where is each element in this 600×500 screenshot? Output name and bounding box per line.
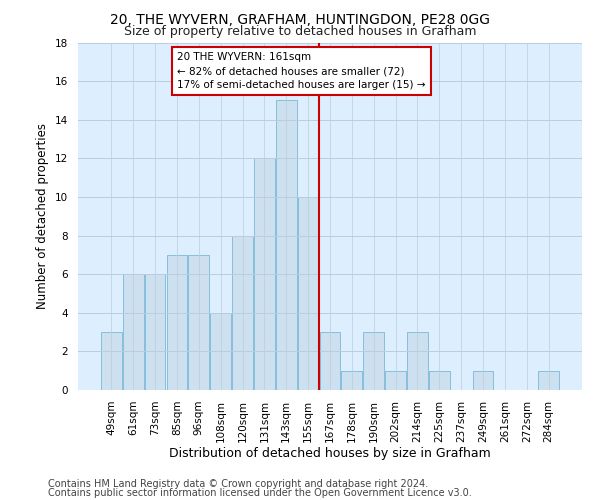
Text: Size of property relative to detached houses in Grafham: Size of property relative to detached ho… <box>124 25 476 38</box>
Bar <box>538 370 559 390</box>
Bar <box>320 332 340 390</box>
Text: Contains public sector information licensed under the Open Government Licence v3: Contains public sector information licen… <box>48 488 472 498</box>
Bar <box>232 236 253 390</box>
Text: Contains HM Land Registry data © Crown copyright and database right 2024.: Contains HM Land Registry data © Crown c… <box>48 479 428 489</box>
Text: 20 THE WYVERN: 161sqm
← 82% of detached houses are smaller (72)
17% of semi-deta: 20 THE WYVERN: 161sqm ← 82% of detached … <box>177 52 425 90</box>
Bar <box>188 255 209 390</box>
X-axis label: Distribution of detached houses by size in Grafham: Distribution of detached houses by size … <box>169 448 491 460</box>
Bar <box>385 370 406 390</box>
Bar <box>364 332 384 390</box>
Bar <box>145 274 166 390</box>
Bar <box>298 197 319 390</box>
Bar <box>167 255 187 390</box>
Bar <box>210 313 231 390</box>
Text: 20, THE WYVERN, GRAFHAM, HUNTINGDON, PE28 0GG: 20, THE WYVERN, GRAFHAM, HUNTINGDON, PE2… <box>110 12 490 26</box>
Bar <box>123 274 143 390</box>
Bar <box>254 158 275 390</box>
Bar <box>407 332 428 390</box>
Bar <box>101 332 122 390</box>
Bar <box>276 100 296 390</box>
Bar <box>341 370 362 390</box>
Bar <box>473 370 493 390</box>
Y-axis label: Number of detached properties: Number of detached properties <box>37 123 49 309</box>
Bar <box>429 370 450 390</box>
